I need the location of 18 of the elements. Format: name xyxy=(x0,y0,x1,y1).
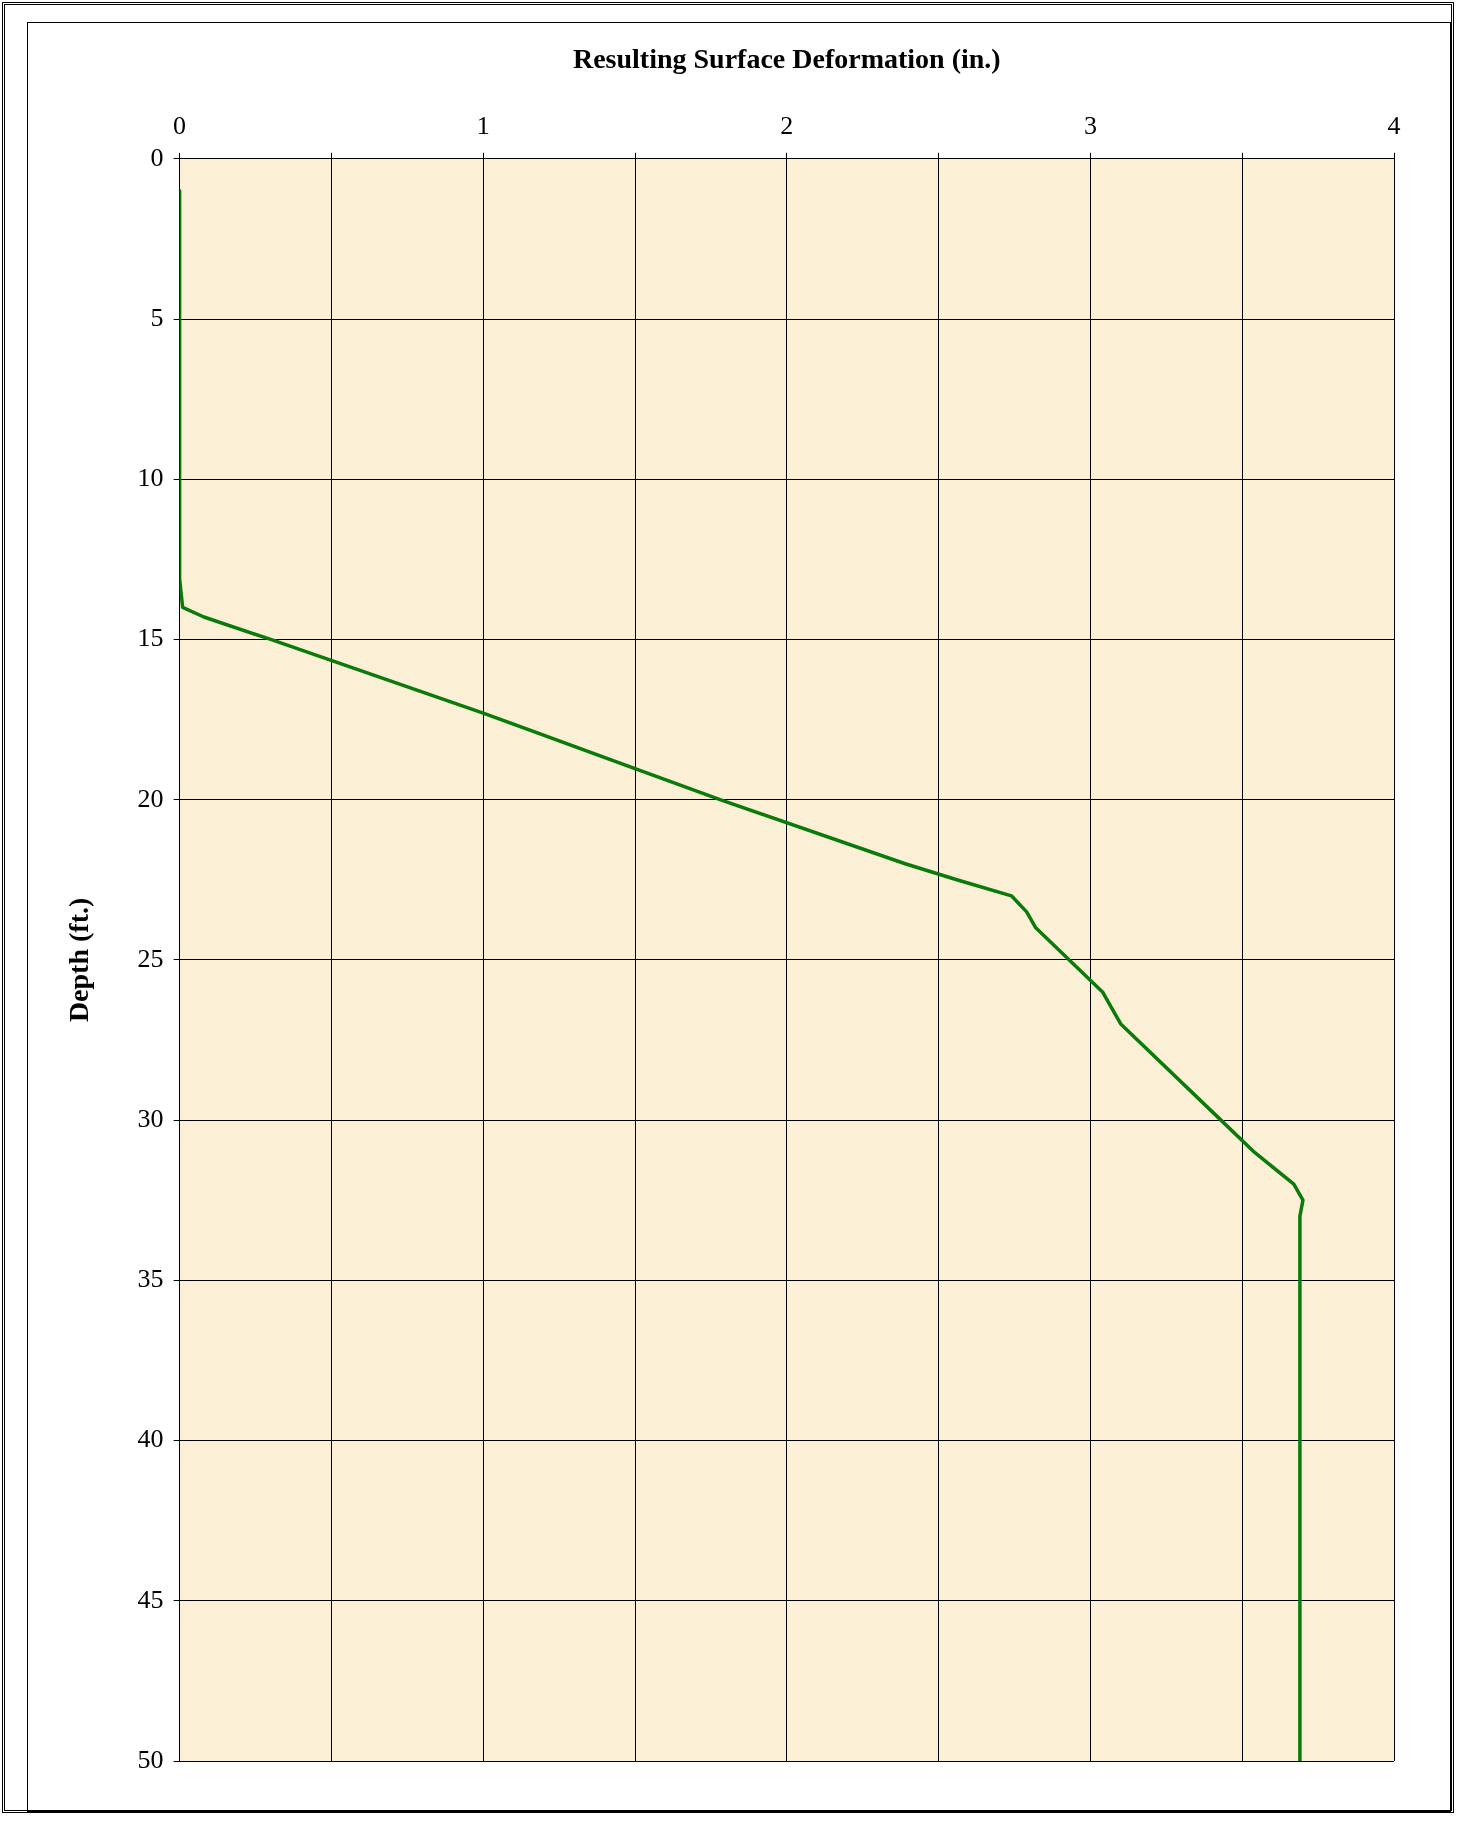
y-tick-label: 10 xyxy=(137,463,164,493)
y-tick-label: 45 xyxy=(137,1584,164,1614)
x-tick-label: 4 xyxy=(1387,111,1401,141)
y-tick-label: 20 xyxy=(137,783,164,813)
y-tick-label: 0 xyxy=(150,142,164,172)
y-tick-label: 5 xyxy=(150,302,164,332)
y-tick-label: 35 xyxy=(137,1264,164,1294)
y-axis-title: Depth (ft.) xyxy=(63,897,95,1023)
x-tick-label: 0 xyxy=(173,111,187,141)
y-tick-label: 40 xyxy=(137,1424,164,1454)
x-tick-label: 3 xyxy=(1083,111,1097,141)
x-tick-label: 1 xyxy=(476,111,490,141)
y-tick-label: 50 xyxy=(137,1744,164,1774)
x-tick-label: 2 xyxy=(780,111,794,141)
y-tick-label: 30 xyxy=(137,1103,164,1133)
x-axis-title: Resulting Surface Deformation (in.) xyxy=(572,43,1001,75)
y-tick-label: 25 xyxy=(137,943,164,973)
y-tick-label: 15 xyxy=(137,623,164,653)
